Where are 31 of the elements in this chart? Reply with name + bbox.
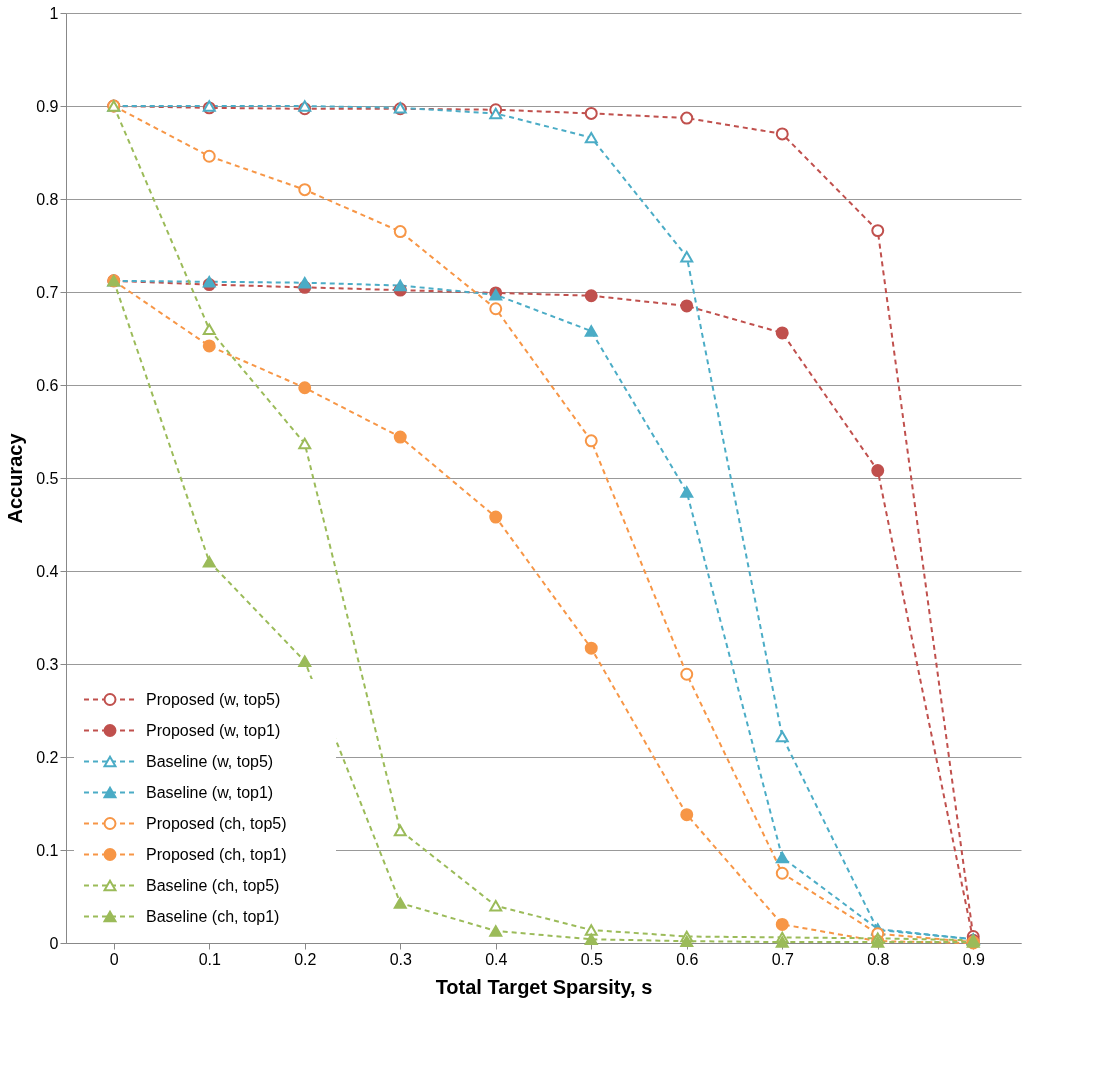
legend-label: Baseline (ch, top1) xyxy=(146,907,280,925)
y-tick-label: 1 xyxy=(49,4,59,22)
y-tick-label: 0.6 xyxy=(36,376,59,394)
y-tick-label: 0.2 xyxy=(36,748,59,766)
x-tick-label: 0.8 xyxy=(867,950,890,968)
x-tick-label: 0.6 xyxy=(676,950,699,968)
y-axis-title: Accuracy xyxy=(4,432,27,524)
x-tick-label: 0.2 xyxy=(294,950,317,968)
x-tick-label: 0.3 xyxy=(389,950,412,968)
legend-label: Baseline (w, top1) xyxy=(146,783,274,801)
legend-label: Proposed (w, top5) xyxy=(146,690,281,708)
x-axis-title: Total Target Sparsity, s xyxy=(435,975,653,998)
legend-label: Proposed (ch, top1) xyxy=(146,845,287,863)
x-tick-label: 0.1 xyxy=(198,950,221,968)
legend-label: Baseline (ch, top5) xyxy=(146,876,280,894)
x-tick-label: 0.5 xyxy=(580,950,603,968)
y-tick-label: 0 xyxy=(49,934,59,952)
x-tick-label: 0.7 xyxy=(771,950,794,968)
y-tick-label: 0.9 xyxy=(36,97,59,115)
x-tick-label: 0.9 xyxy=(962,950,985,968)
x-tick-label: 0 xyxy=(109,950,119,968)
y-tick-label: 0.3 xyxy=(36,655,59,673)
legend-label: Baseline (w, top5) xyxy=(146,752,274,770)
y-tick-label: 0.4 xyxy=(36,562,59,580)
x-tick-label: 0.4 xyxy=(485,950,508,968)
legend-label: Proposed (w, top1) xyxy=(146,721,281,739)
y-tick-label: 0.1 xyxy=(36,841,59,859)
y-tick-label: 0.5 xyxy=(36,469,59,487)
y-tick-label: 0.7 xyxy=(36,283,59,301)
y-tick-label: 0.8 xyxy=(36,190,59,208)
legend-label: Proposed (ch, top5) xyxy=(146,814,287,832)
